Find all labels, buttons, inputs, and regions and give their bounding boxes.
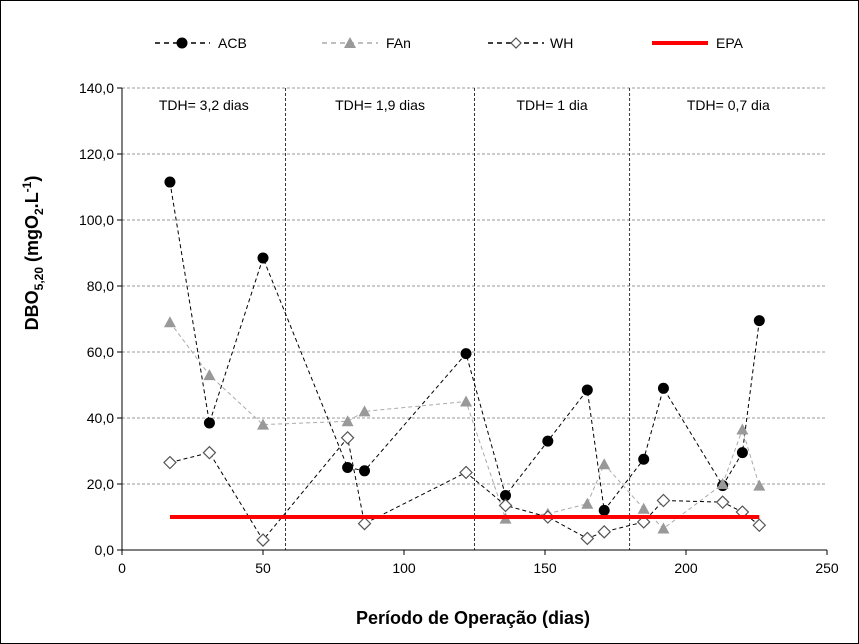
y-axis-title-rest: (mgO	[22, 215, 42, 267]
point-acb-9	[598, 504, 610, 516]
y-tick-label-5: 100,0	[79, 212, 114, 228]
point-wh-8	[580, 531, 595, 546]
point-acb-6	[500, 490, 512, 502]
point-wh-14	[752, 518, 767, 533]
point-wh-12	[715, 495, 730, 509]
y-tick-label-7: 140,0	[79, 80, 114, 96]
series-acb	[164, 176, 765, 516]
point-wh-4	[357, 516, 372, 531]
y-axis-title: DBO5,20 (mgO2.L-1)	[20, 176, 46, 331]
point-fan-5	[460, 395, 473, 407]
y-axis-title-main: DBO	[22, 290, 42, 330]
y-tick-label-0: 0,0	[95, 542, 115, 558]
point-acb-13	[736, 447, 748, 459]
point-acb-14	[753, 315, 765, 327]
x-tick-label-3: 150	[533, 560, 557, 576]
y-tick-label-6: 120,0	[79, 146, 114, 162]
legend-label-epa: EPA	[716, 35, 744, 51]
point-fan-13	[736, 423, 749, 435]
point-fan-2	[257, 418, 269, 430]
point-acb-11	[657, 382, 669, 394]
x-tick-label-0: 0	[118, 560, 126, 576]
y-tick-label-1: 20,0	[87, 476, 114, 492]
phase-label-3: TDH= 0,7 dia	[687, 97, 770, 113]
phase-annotations: TDH= 3,2 dias TDH= 1,9 dias TDH= 1 dia TDH=…	[159, 97, 770, 113]
y-axis-title-rest2: .L	[22, 192, 42, 208]
y-tick-label-2: 40,0	[87, 410, 114, 426]
phase-label-2: TDH= 1 dia	[516, 97, 587, 113]
point-fan-9	[598, 458, 611, 470]
point-acb-8	[581, 384, 593, 396]
phase-label-1: TDH= 1,9 dias	[335, 97, 425, 113]
legend-marker-acb	[176, 37, 188, 49]
point-wh-6	[498, 498, 513, 513]
point-wh-5	[459, 465, 473, 480]
y-axis-title-sub2: 2	[32, 208, 46, 215]
point-acb-4	[359, 465, 371, 477]
point-fan-11	[657, 522, 670, 534]
legend-marker-fan	[344, 37, 356, 48]
point-acb-1	[203, 417, 215, 429]
point-wh-0	[163, 455, 177, 470]
point-fan-4	[358, 405, 371, 417]
phase-dividers	[285, 88, 631, 550]
x-tick-label-1: 50	[255, 560, 271, 576]
point-wh-11	[656, 493, 671, 508]
point-wh-3	[340, 430, 355, 445]
legend-label-acb: ACB	[218, 35, 247, 51]
point-acb-0	[164, 176, 176, 188]
x-tick-label-2: 100	[392, 560, 416, 576]
point-fan-10	[637, 502, 650, 514]
y-axis-title-sup: -1	[20, 181, 34, 192]
point-acb-3	[342, 462, 354, 473]
legend-item-acb: ACB	[155, 35, 247, 51]
x-axis-title: Período de Operação (dias)	[356, 608, 590, 628]
legend-item-fan: FAn	[322, 35, 411, 51]
series-line-wh	[169, 436, 760, 541]
y-axis-title-end: )	[22, 176, 42, 182]
legend-label-wh: WH	[550, 35, 573, 51]
legend: ACB FAn WH EPA	[155, 35, 744, 51]
series-wh	[163, 430, 767, 547]
point-wh-1	[202, 445, 217, 460]
series-line-acb	[169, 181, 760, 512]
point-wh-2	[256, 533, 270, 547]
legend-item-epa: EPA	[652, 35, 744, 51]
point-wh-9	[597, 525, 612, 539]
y-axis-title-sub: 5,20	[32, 267, 46, 291]
plot-area	[163, 176, 767, 547]
point-fan-8	[581, 497, 594, 509]
point-fan-14	[753, 479, 766, 491]
legend-item-wh: WH	[488, 35, 573, 51]
axes: 0,0 20,0 40,0 60,0 80,0 100,0 120,0 140,0 0 50 100…	[79, 80, 839, 576]
point-acb-5	[460, 348, 472, 360]
point-acb-10	[638, 453, 650, 465]
x-tick-label-4: 200	[674, 560, 698, 576]
point-acb-2	[257, 252, 269, 264]
legend-marker-wh	[510, 37, 522, 49]
point-fan-1	[203, 369, 216, 381]
phase-label-0: TDH= 3,2 dias	[159, 97, 249, 113]
point-fan-12	[716, 478, 729, 489]
point-fan-3	[341, 415, 354, 427]
point-fan-0	[163, 316, 176, 328]
y-tick-label-3: 60,0	[87, 344, 114, 360]
x-tick-label-5: 250	[815, 560, 839, 576]
y-tick-label-4: 80,0	[87, 278, 114, 294]
legend-label-fan: FAn	[386, 35, 411, 51]
point-acb-7	[542, 435, 554, 447]
